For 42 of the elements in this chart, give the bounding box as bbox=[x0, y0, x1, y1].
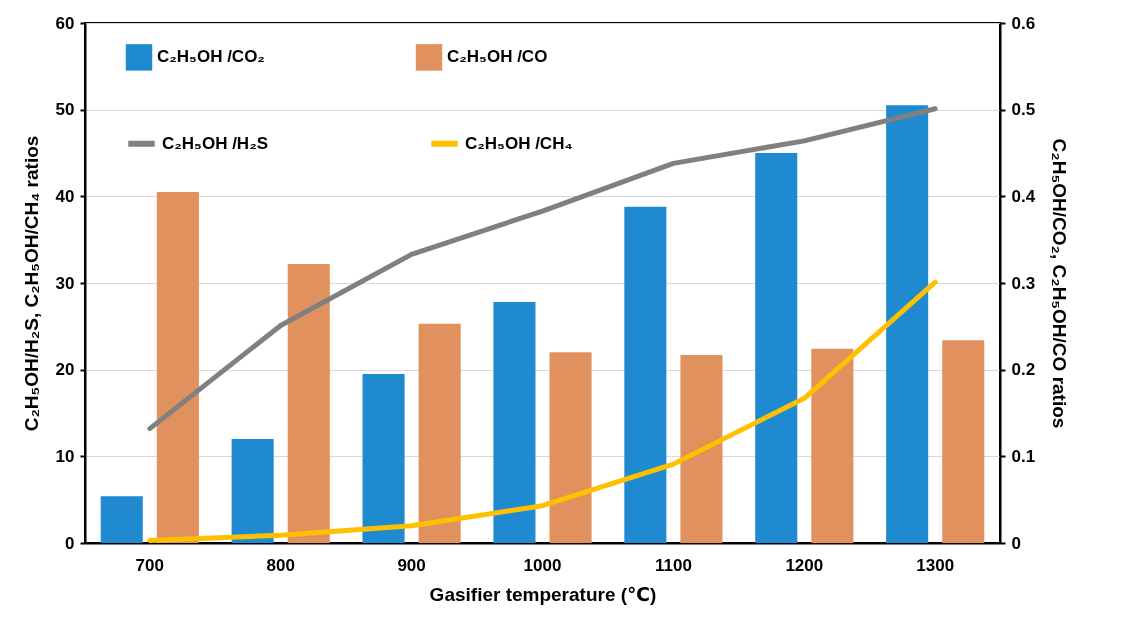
x-tick-label: 800 bbox=[266, 555, 295, 575]
y-tick-label: 20 bbox=[55, 360, 75, 380]
x-axis-title: Gasifier temperature (℃) bbox=[429, 583, 657, 605]
bar bbox=[755, 153, 798, 543]
y2-tick-label: 0.2 bbox=[1011, 360, 1036, 380]
bar bbox=[493, 302, 536, 543]
bar bbox=[362, 374, 405, 543]
y2-tick-label: 0.6 bbox=[1011, 13, 1036, 33]
y2-tick-label: 0.1 bbox=[1011, 446, 1036, 466]
bar bbox=[811, 348, 854, 543]
bar bbox=[100, 496, 143, 543]
bar bbox=[680, 354, 723, 543]
bar bbox=[231, 439, 274, 543]
x-tick-label: 1100 bbox=[654, 555, 692, 575]
bar bbox=[418, 323, 461, 543]
bar bbox=[624, 206, 667, 543]
y2-tick-label: 0 bbox=[1011, 533, 1021, 553]
bar bbox=[287, 263, 330, 543]
y-tick-label: 10 bbox=[55, 446, 75, 466]
y-tick-label: 0 bbox=[65, 533, 75, 553]
x-tick-label: 900 bbox=[397, 555, 426, 575]
y-tick-label: 50 bbox=[55, 100, 75, 120]
bar bbox=[886, 105, 929, 543]
x-tick-label: 700 bbox=[135, 555, 164, 575]
legend-label: C₂H₅OH /CH₄ bbox=[465, 133, 573, 153]
legend-label: C₂H₅OH /CO bbox=[447, 47, 548, 67]
x-tick-label: 1200 bbox=[785, 555, 824, 575]
x-tick-label: 1300 bbox=[916, 555, 955, 575]
legend-label: C₂H₅OH /CO₂ bbox=[157, 47, 265, 67]
y2-tick-label: 0.5 bbox=[1011, 100, 1036, 120]
y-tick-label: 40 bbox=[55, 186, 75, 206]
y2-tick-label: 0.4 bbox=[1011, 186, 1036, 206]
legend-label: C₂H₅OH /H₂S bbox=[162, 133, 269, 153]
y2-tick-label: 0.3 bbox=[1011, 273, 1036, 293]
y-tick-label: 60 bbox=[55, 13, 75, 33]
bar bbox=[549, 352, 592, 543]
y-axis-title: C₂H₅OH/H₂S, C₂H₅OH/CH₄ ratios bbox=[20, 135, 42, 432]
bar bbox=[156, 192, 199, 543]
x-tick-label: 1000 bbox=[523, 555, 562, 575]
y2-axis-title: C₂H₅OH/CO₂, C₂H₅OH/CO ratios bbox=[1049, 138, 1071, 429]
y-tick-label: 30 bbox=[55, 273, 75, 293]
bar bbox=[942, 340, 985, 543]
